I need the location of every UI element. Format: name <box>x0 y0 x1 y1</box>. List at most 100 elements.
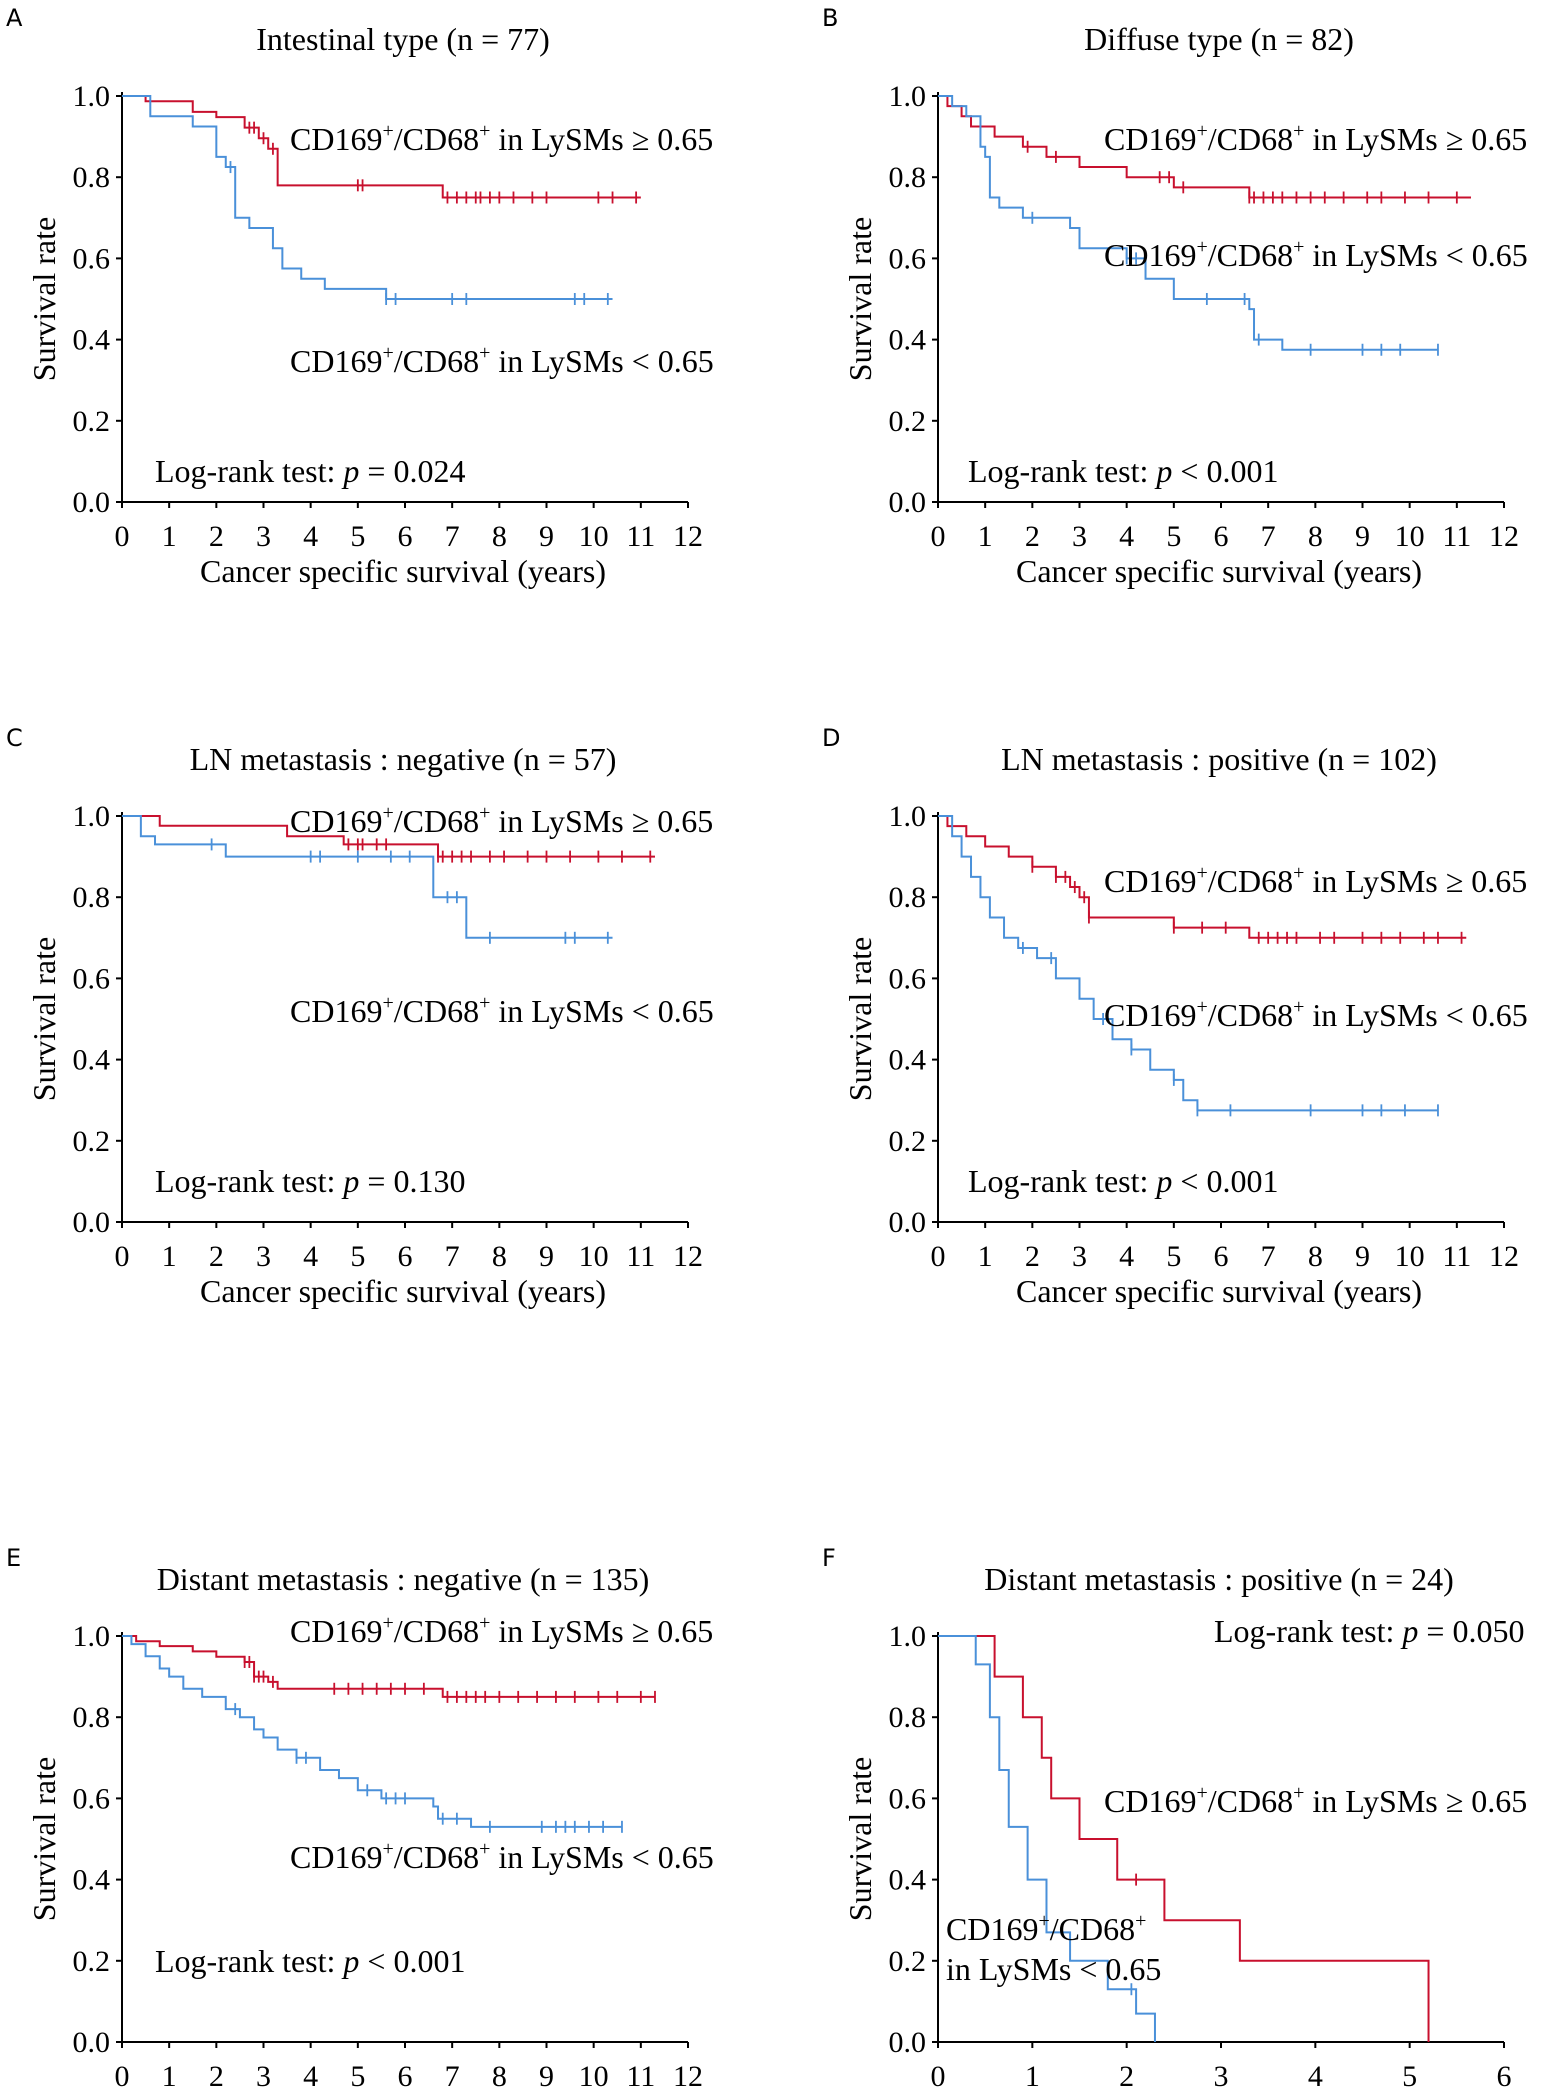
series-label-high: CD169+/CD68+ in LySMs ≥ 0.65 <box>290 1612 713 1649</box>
y-tick-label: 0.4 <box>73 324 111 357</box>
panel-c: C LN metastasis : negative (n = 57) 0.0 0.2… <box>6 724 714 1309</box>
km-curve-low <box>122 1635 622 1828</box>
x-tick-label: 9 <box>1355 520 1370 553</box>
x-tick-label: 5 <box>350 520 365 553</box>
y-tick-label: 1.0 <box>889 80 927 113</box>
series-label-low: CD169+/CD68+ <box>946 1910 1146 1947</box>
y-tick-label: 0.2 <box>73 405 111 438</box>
x-tick-label: 2 <box>1025 520 1040 553</box>
x-tick-label: 10 <box>579 520 609 553</box>
panel-letter: C <box>6 724 23 752</box>
x-tick-label: 10 <box>579 2060 609 2093</box>
y-tick-label: 1.0 <box>889 1620 927 1653</box>
series-label-low: CD169+/CD68+ in LySMs < 0.65 <box>290 992 714 1029</box>
panel-letter: E <box>6 1544 21 1572</box>
y-tick-label: 0.8 <box>889 881 927 914</box>
y-axis-label: Survival rate <box>26 937 62 1101</box>
x-tick-label: 8 <box>1308 520 1323 553</box>
x-tick-label: 6 <box>1214 1240 1229 1273</box>
km-curve-high <box>938 95 1471 199</box>
x-tick-label: 5 <box>350 2060 365 2093</box>
y-tick-label: 0.2 <box>889 1945 927 1978</box>
y-tick-label: 0.4 <box>889 1044 927 1077</box>
chart-title: LN metastasis : positive (n = 102) <box>1001 741 1437 777</box>
x-axis-label: Cancer specific survival (years) <box>200 553 606 589</box>
x-tick-label: 3 <box>256 520 271 553</box>
x-tick-label: 0 <box>115 1240 130 1273</box>
y-axis-label: Survival rate <box>26 217 62 381</box>
x-tick-label: 2 <box>1119 2060 1134 2093</box>
x-tick-label: 7 <box>445 2060 460 2093</box>
y-tick-label: 0.8 <box>73 881 111 914</box>
x-tick-label: 8 <box>492 1240 507 1273</box>
y-tick-label: 0.0 <box>889 1206 927 1239</box>
x-tick-label: 4 <box>1119 520 1134 553</box>
y-tick-label: 0.6 <box>73 962 111 995</box>
y-tick-label: 0.4 <box>889 1864 927 1897</box>
series-label-low: CD169+/CD68+ in LySMs < 0.65 <box>1104 996 1528 1033</box>
y-tick-label: 1.0 <box>73 1620 111 1653</box>
series-label-low: CD169+/CD68+ in LySMs < 0.65 <box>290 342 714 379</box>
x-tick-label: 1 <box>1025 2060 1040 2093</box>
x-tick-label: 12 <box>673 2060 703 2093</box>
x-tick-label: 8 <box>1308 1240 1323 1273</box>
series-label-low: CD169+/CD68+ in LySMs < 0.65 <box>290 1838 714 1875</box>
x-tick-label: 3 <box>1214 2060 1229 2093</box>
chart-title: Diffuse type (n = 82) <box>1084 21 1354 57</box>
x-tick-label: 1 <box>162 520 177 553</box>
x-tick-label: 8 <box>492 2060 507 2093</box>
x-tick-label: 7 <box>1261 1240 1276 1273</box>
x-tick-label: 3 <box>256 1240 271 1273</box>
logrank-annotation: Log-rank test: p = 0.024 <box>155 453 465 489</box>
series-label-high: CD169+/CD68+ in LySMs ≥ 0.65 <box>1104 120 1527 157</box>
y-tick-label: 0.6 <box>889 1782 927 1815</box>
x-tick-label: 4 <box>1308 2060 1323 2093</box>
x-tick-label: 9 <box>539 520 554 553</box>
x-tick-label: 5 <box>350 1240 365 1273</box>
km-curve-low <box>938 95 1438 351</box>
y-tick-label: 0.8 <box>889 161 927 194</box>
y-axis-label: Survival rate <box>842 217 878 381</box>
x-tick-label: 12 <box>1489 520 1519 553</box>
x-tick-label: 10 <box>1395 520 1425 553</box>
x-tick-label: 4 <box>303 2060 318 2093</box>
y-tick-label: 0.8 <box>73 1701 111 1734</box>
x-axis-label: Cancer specific survival (years) <box>1016 1273 1422 1309</box>
x-tick-label: 3 <box>1072 520 1087 553</box>
x-tick-label: 2 <box>209 2060 224 2093</box>
y-tick-label: 0.0 <box>73 1206 111 1239</box>
panel-a: A Intestinal type (n = 77) 0.0 0.2 0.4 0.6 0.8… <box>6 4 714 589</box>
x-tick-label: 1 <box>162 2060 177 2093</box>
x-tick-label: 3 <box>256 2060 271 2093</box>
x-tick-label: 7 <box>445 1240 460 1273</box>
x-tick-label: 5 <box>1402 2060 1417 2093</box>
x-tick-label: 6 <box>1497 2060 1512 2093</box>
y-tick-label: 0.2 <box>889 1125 927 1158</box>
y-tick-label: 0.6 <box>73 1782 111 1815</box>
y-tick-label: 1.0 <box>889 800 927 833</box>
series-label-high: CD169+/CD68+ in LySMs ≥ 0.65 <box>290 802 713 839</box>
chart-title: Intestinal type (n = 77) <box>256 21 550 57</box>
y-tick-label: 0.2 <box>889 405 927 438</box>
x-axis-label: Cancer specific survival (years) <box>1016 553 1422 589</box>
y-tick-label: 0.0 <box>889 2026 927 2059</box>
series-label-high: CD169+/CD68+ in LySMs ≥ 0.65 <box>290 120 713 157</box>
x-tick-label: 10 <box>1395 1240 1425 1273</box>
x-tick-label: 6 <box>398 2060 413 2093</box>
x-tick-label: 6 <box>398 1240 413 1273</box>
y-tick-label: 0.4 <box>889 324 927 357</box>
x-tick-label: 2 <box>209 1240 224 1273</box>
x-tick-label: 1 <box>978 520 993 553</box>
km-curve-low <box>122 95 613 300</box>
x-tick-label: 11 <box>626 1240 655 1273</box>
panel-d: D LN metastasis : positive (n = 102) 0.0 0.… <box>822 724 1528 1309</box>
x-tick-label: 6 <box>1214 520 1229 553</box>
y-tick-label: 0.6 <box>889 962 927 995</box>
km-curve-high <box>122 815 655 858</box>
panel-b: B Diffuse type (n = 82) 0.0 0.2 0.4 0.6 0.8 1.0… <box>822 4 1528 589</box>
y-tick-label: 0.0 <box>73 486 111 519</box>
panel-e: E Distant metastasis : negative (n = 135)… <box>6 1544 714 2094</box>
y-axis-label: Survival rate <box>842 937 878 1101</box>
x-tick-label: 9 <box>1355 1240 1370 1273</box>
